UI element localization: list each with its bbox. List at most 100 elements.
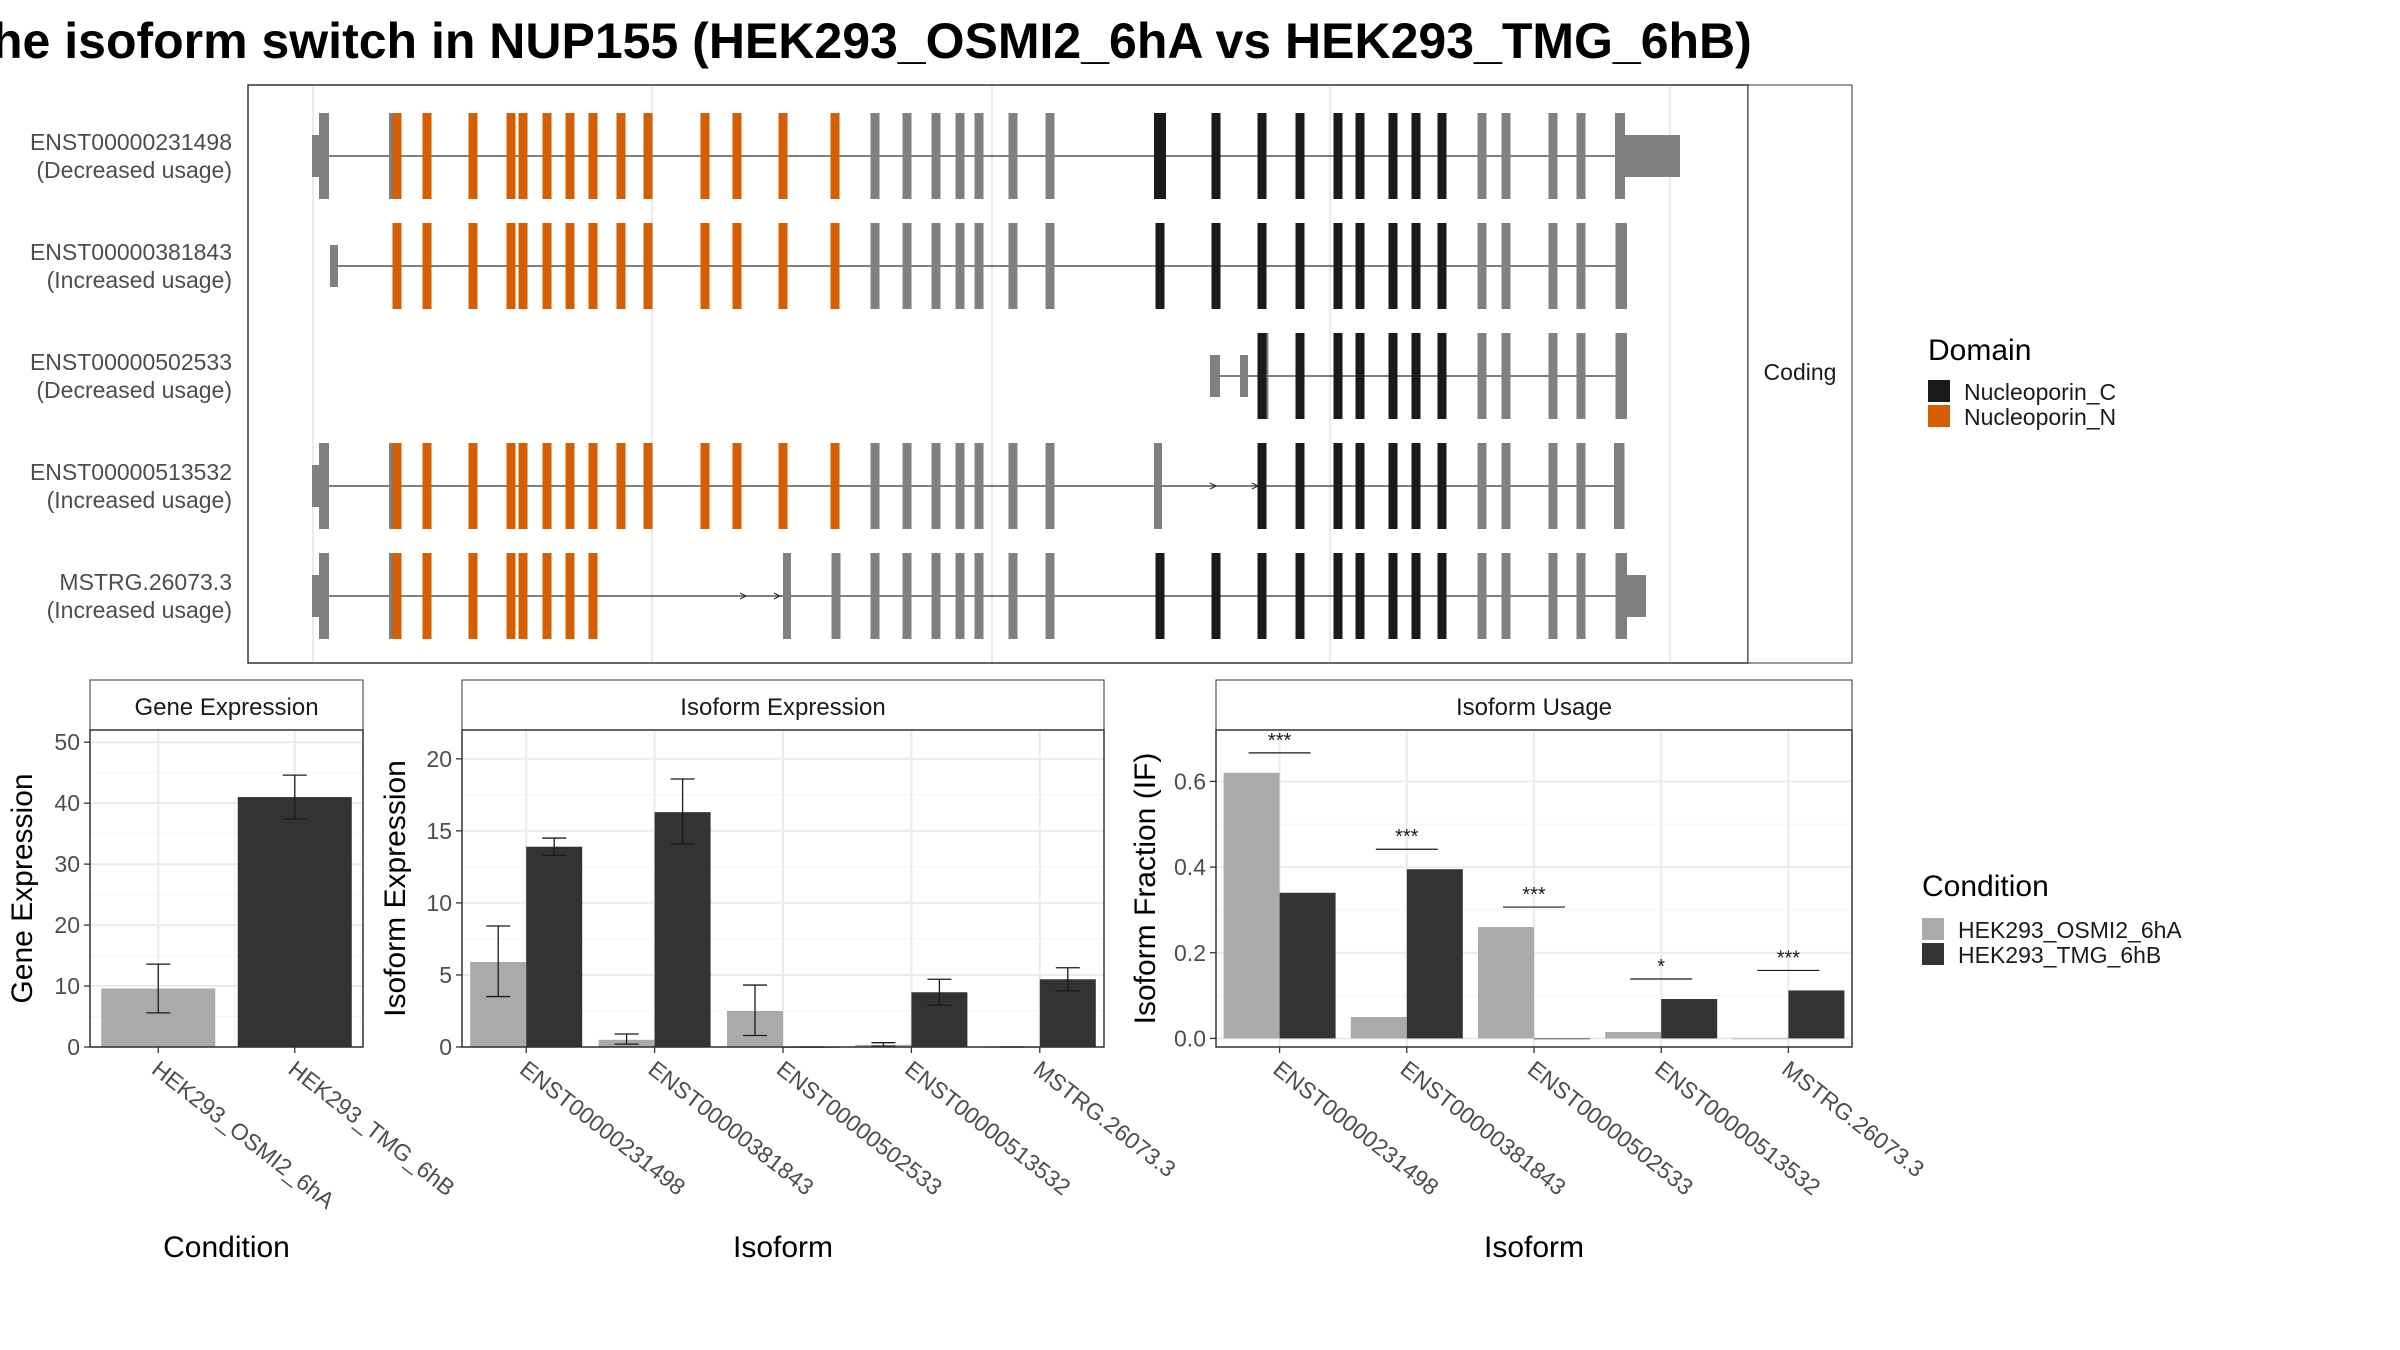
exon-block [1617,223,1627,309]
isoform-label-id: ENST00000513532 [30,459,232,485]
bar [1732,1038,1789,1040]
exon-block [518,553,528,639]
transcript-structure-panel: Coding ENST00000231498(Decreased usage)E… [30,84,1853,664]
isoform-row-1 [312,113,1680,199]
exon-block [783,553,791,639]
exon-block [1295,223,1305,309]
exon-block [974,443,984,529]
significance-label: * [1657,956,1665,978]
exon-block [732,113,742,199]
legend-swatch-tmg [1922,943,1944,965]
exon-block [1295,443,1305,529]
exon-block [1333,333,1343,419]
exon-block [870,443,880,529]
y-tick-label: 20 [54,912,80,938]
exon-block [1411,113,1421,199]
exon-block [506,223,516,309]
legend-label-tmg: HEK293_TMG_6hB [1958,942,2161,968]
exon-block [392,223,402,309]
exon-block [392,443,402,529]
panel-strip [461,679,1105,731]
exon-block [1045,223,1055,309]
exon-block [588,113,598,199]
significance-label: *** [1268,730,1292,752]
exon-block [1437,553,1447,639]
exon-block [1388,333,1398,419]
exon-block [542,443,552,529]
exon-block [700,113,710,199]
exon-block [1411,443,1421,529]
utr-block [1626,575,1646,617]
exon-block [1211,113,1221,199]
legend-swatch-nucleoporin-n [1928,405,1950,427]
y-tick-label: 0.4 [1174,854,1206,880]
exon-block [542,223,552,309]
exon-block [468,443,478,529]
exon-block [1333,443,1343,529]
exon-block [565,113,575,199]
panel-title: Gene Expression [134,694,318,721]
exon-block [588,223,598,309]
exon-block [518,443,528,529]
exon-block [616,223,626,309]
exon-block [1548,333,1558,419]
exon-block [1477,113,1487,199]
exon-block [616,443,626,529]
exon-block [1548,443,1558,529]
utr-block [1624,135,1680,177]
exon-block [974,553,984,639]
exon-block [1614,443,1622,529]
exon-block [870,223,880,309]
legend-swatch-osmi2 [1922,918,1944,940]
exon-block [1548,223,1558,309]
bar [1350,1017,1407,1039]
exon-block [732,443,742,529]
bar [526,846,583,1047]
error-bar [670,778,695,845]
exon-block [643,113,653,199]
error-bar [871,1042,896,1047]
isoform-label-id: MSTRG.26073.3 [59,569,232,595]
exon-block [1477,223,1487,309]
y-tick-label: 0.2 [1174,940,1206,966]
legend-label-nucleoporin-c: Nucleoporin_C [1964,379,2116,405]
y-tick-label: 30 [54,851,80,877]
domain-legend: Domain Nucleoporin_C Nucleoporin_N [1928,334,2116,430]
panel-border [89,729,364,1048]
exon-block [974,223,984,309]
bar [1661,999,1718,1039]
exon-block [1295,553,1305,639]
exon-block [1388,223,1398,309]
isoform-label-id: ENST00000502533 [30,349,232,375]
exon-block [955,223,965,309]
exon-block [1154,443,1162,529]
exon-block [931,113,941,199]
exon-block [1388,443,1398,529]
exon-block [700,223,710,309]
exon-block [1211,553,1221,639]
exon-block [955,553,965,639]
structure-strip [1747,84,1853,664]
exon-block [1045,113,1055,199]
exon-block [1617,333,1627,419]
bar [654,812,711,1047]
exon-block [643,223,653,309]
exon-block [870,113,880,199]
utr-block [1240,355,1248,397]
legend-swatch-nucleoporin-c [1928,380,1950,402]
exon-block [931,553,941,639]
exon-block [422,443,432,529]
bar [1534,1038,1590,1040]
exon-block [1411,223,1421,309]
error-bar [542,837,567,857]
exon-block [518,113,528,199]
exon-block [1501,223,1511,309]
arrow-marker [1209,482,1218,490]
exon-block [1355,223,1365,309]
exon-block [1477,443,1487,529]
y-axis-title: Isoform Expression [379,760,412,1017]
y-tick-label: 15 [426,818,452,844]
isoform-label-usage: (Decreased usage) [36,377,232,403]
condition-legend-title: Condition [1922,870,2049,903]
exon-block [1154,113,1166,199]
